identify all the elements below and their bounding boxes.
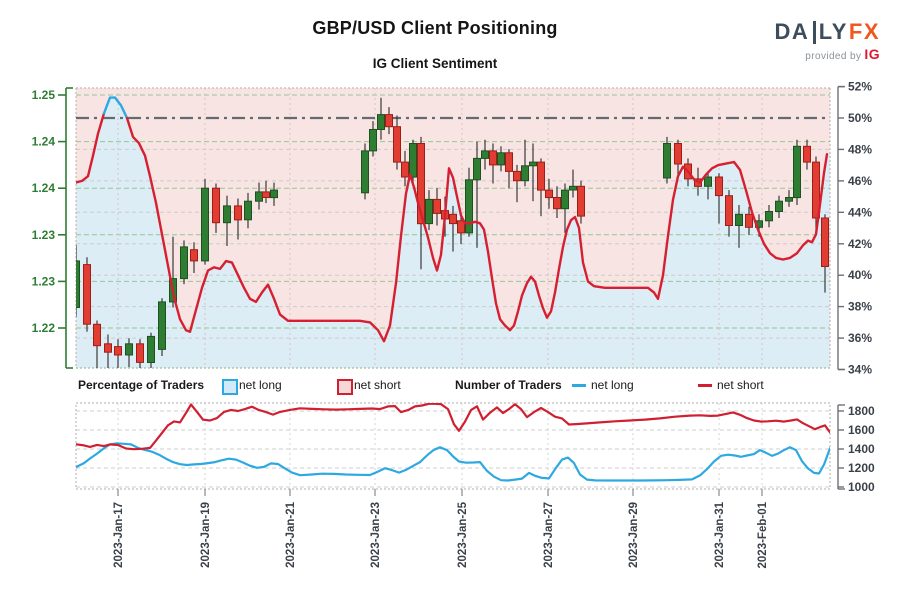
svg-text:1800: 1800 [848,404,875,418]
sentiment-fill-areas [76,88,830,368]
svg-text:1400: 1400 [848,442,875,456]
svg-text:1.25: 1.25 [32,88,56,102]
dailyfx-wordmark: DA LYFX [774,19,880,44]
svg-text:2023-Jan-19: 2023-Jan-19 [200,502,212,568]
legend-num-net-long: net long [591,378,634,392]
svg-text:44%: 44% [848,205,872,219]
traders-net-long-line [76,442,830,482]
svg-text:34%: 34% [848,363,872,377]
svg-text:1000: 1000 [848,480,875,494]
page-title: GBP/USD Client Positioning [312,18,558,38]
svg-text:40%: 40% [848,268,872,282]
percent-axis-labels: 52% 50% 48% 46% 44% 42% 40% 38% 36% 34% [848,80,872,377]
net-long-square-icon [222,379,238,395]
legend-num-net-short: net short [717,378,764,392]
traders-net-short-line [76,403,830,451]
candlesticks [76,97,829,368]
svg-text:2023-Jan-29: 2023-Jan-29 [628,502,640,568]
svg-text:48%: 48% [848,142,872,156]
svg-text:1.24: 1.24 [32,181,56,195]
price-axis-labels: 1.25 1.24 1.24 1.23 1.23 1.22 [32,88,56,335]
provided-by-ig: provided by IG [805,46,880,62]
traders-count-lines [76,403,830,482]
net-short-square-icon [337,379,353,395]
legend-pct-net-short: net short [354,378,401,392]
svg-text:1.22: 1.22 [32,321,56,335]
svg-text:1.24: 1.24 [32,135,56,149]
traders-axis-labels: 1800 1600 1400 1200 1000 [848,404,875,494]
svg-text:42%: 42% [848,237,872,251]
legend-percentage-of-traders: Percentage of Traders [78,378,205,392]
traders-gridlines [75,402,831,490]
svg-text:36%: 36% [848,331,872,345]
chart-legend: Percentage of Traders net long net short… [0,376,900,398]
net-long-line-icon [572,384,586,387]
svg-text:38%: 38% [848,300,872,314]
sentiment-net-long-line [76,96,829,343]
traders-axis [837,404,845,490]
legend-number-of-traders: Number of Traders [455,378,562,392]
svg-text:2023-Jan-25: 2023-Jan-25 [457,501,469,567]
svg-text:2023-Feb-01: 2023-Feb-01 [757,501,769,568]
price-axis [58,87,73,369]
svg-text:2023-Jan-21: 2023-Jan-21 [285,501,297,567]
svg-text:52%: 52% [848,80,872,94]
svg-text:1200: 1200 [848,461,875,475]
date-axis: 2023-Jan-17 2023-Jan-19 2023-Jan-21 2023-Ja… [113,489,769,568]
svg-text:46%: 46% [848,174,872,188]
svg-text:2023-Jan-31: 2023-Jan-31 [714,501,726,567]
chart-subtitle: IG Client Sentiment [372,56,498,71]
logo-candle-bar-icon [812,21,817,44]
legend-pct-net-long: net long [239,378,282,392]
svg-text:1600: 1600 [848,423,875,437]
svg-text:1.23: 1.23 [32,274,56,288]
main-plot-border [75,87,831,369]
svg-text:2023-Jan-23: 2023-Jan-23 [370,502,382,568]
svg-text:1.23: 1.23 [32,228,56,242]
svg-text:2023-Jan-27: 2023-Jan-27 [543,502,555,568]
svg-text:2023-Jan-17: 2023-Jan-17 [113,502,125,568]
svg-text:50%: 50% [848,111,872,125]
dailyfx-logo: DA LYFX provided by IG [775,20,881,62]
percent-axis [837,85,845,371]
net-short-line-icon [698,384,712,387]
